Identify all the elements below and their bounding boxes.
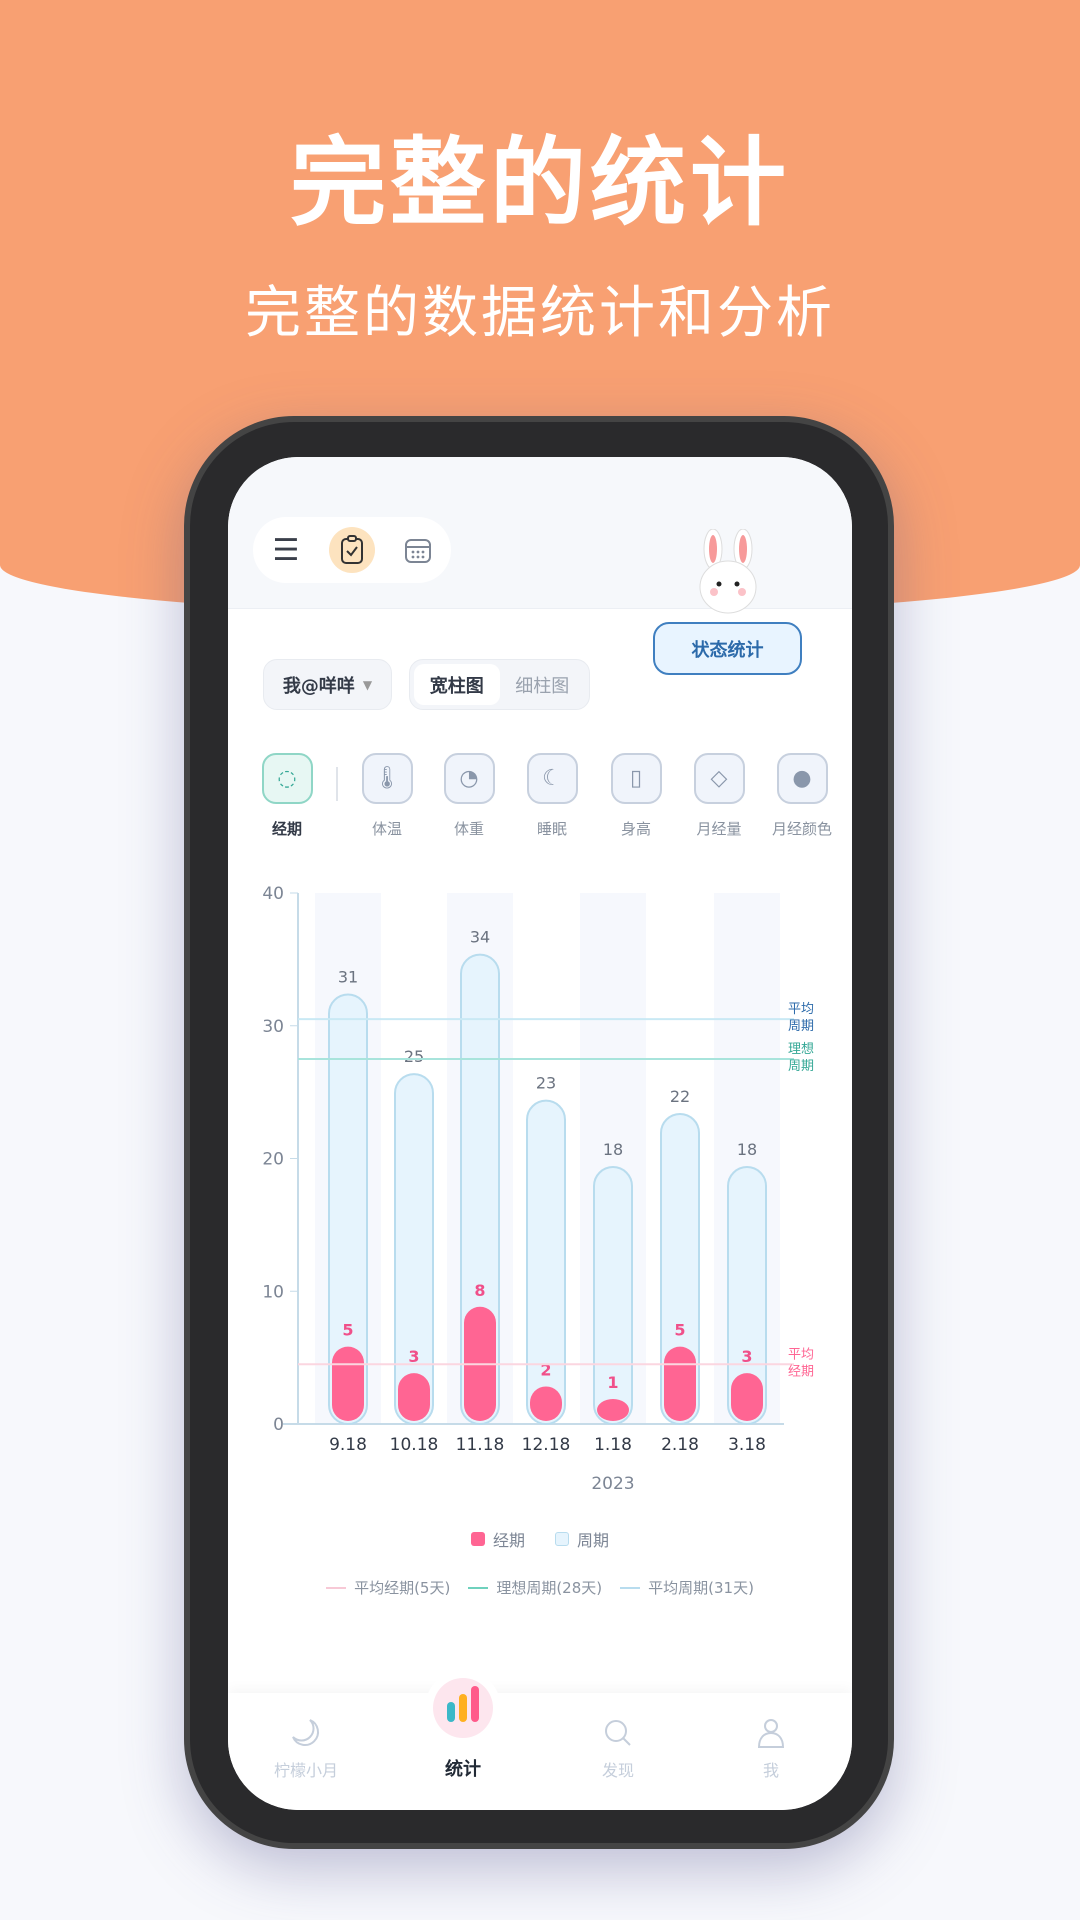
- cycle-value-label: 34: [470, 928, 490, 947]
- reference-line-label: 平均: [788, 1002, 814, 1017]
- period-value-label: 5: [674, 1321, 685, 1340]
- x-tick-label: 10.18: [390, 1435, 439, 1455]
- nav-stats[interactable]: 统计: [445, 1759, 481, 1780]
- legend-item-cycle[interactable]: 周期: [555, 1527, 609, 1551]
- period-bar: [597, 1399, 629, 1421]
- category-tab-4[interactable]: ▯ 身高: [596, 753, 676, 839]
- cycle-bar: [526, 1099, 566, 1426]
- x-axis-label: 2023: [591, 1474, 634, 1494]
- cycle-value-label: 22: [670, 1087, 690, 1106]
- cycle-bar: [394, 1073, 434, 1425]
- period-value-label: 1: [607, 1373, 618, 1392]
- period-drop-icon: ◌: [261, 753, 313, 804]
- chevron-down-icon: ▼: [362, 677, 373, 692]
- clipboard-tab[interactable]: [319, 517, 385, 583]
- status-stats-button[interactable]: 状态统计: [653, 622, 802, 675]
- reference-line-legend: 平均经期(5天) 理想周期(28天) 平均周期(31天): [228, 1577, 852, 1598]
- bunny-mascot: [699, 529, 757, 614]
- category-tab-5[interactable]: ◇ 月经量: [679, 753, 759, 839]
- promo-subtitle: 完整的数据统计和分析: [245, 281, 835, 346]
- x-tick-label: 9.18: [329, 1435, 367, 1455]
- period-bar: [398, 1373, 430, 1421]
- period-bar: [530, 1386, 562, 1421]
- search-icon: [605, 1720, 631, 1746]
- category-tab-3[interactable]: ☾ 睡眠: [512, 753, 592, 839]
- nav-discover[interactable]: 发现: [558, 1717, 678, 1781]
- category-tab-0[interactable]: ◌ 经期: [247, 753, 327, 839]
- y-tick-label: 10: [262, 1282, 284, 1302]
- calendar-icon: [405, 539, 431, 563]
- thermometer-icon: 🌡: [361, 753, 413, 804]
- legend-item-period[interactable]: 经期: [470, 1527, 525, 1551]
- period-value-label: 3: [741, 1347, 752, 1366]
- y-tick-label: 0: [273, 1415, 284, 1435]
- period-value-label: 2: [540, 1360, 551, 1379]
- x-tick-label: 12.18: [522, 1435, 571, 1455]
- user-icon: [757, 1719, 785, 1748]
- x-tick-label: 2.18: [661, 1435, 699, 1455]
- profile-label: 我@咩咩: [282, 675, 355, 697]
- legend-avg-cycle: 平均周期(31天): [620, 1577, 754, 1598]
- view-mode-toggle: 宽柱图 细柱图: [409, 659, 590, 710]
- cycle-value-label: 18: [603, 1140, 623, 1159]
- reference-line-label: 周期: [788, 1059, 814, 1074]
- moon-sleep-icon: ☾: [526, 753, 578, 804]
- drop-filled-icon: ●: [776, 753, 828, 804]
- clipboard-check-icon: [341, 535, 363, 564]
- reference-line-label: 理想: [788, 1041, 814, 1057]
- drop-outline-icon: ◇: [693, 753, 745, 804]
- period-value-label: 5: [342, 1321, 353, 1340]
- category-tab-2[interactable]: ◔ 体重: [429, 753, 509, 839]
- cycle-value-label: 31: [338, 967, 358, 986]
- reference-line-label: 周期: [788, 1019, 814, 1034]
- period-chart: 0102030403159.1825310.1834811.1823212.18…: [262, 884, 814, 1494]
- period-bar: [664, 1346, 696, 1421]
- cycle-bar: [593, 1166, 633, 1425]
- period-value-label: 3: [408, 1347, 419, 1366]
- app-screen: ☰ 状态统计 我@咩咩 ▼ 宽柱图 细柱图 0 10 20 30 40 31 5 9.18 25 3…: [228, 457, 852, 1810]
- profile-dropdown[interactable]: 我@咩咩 ▼: [263, 659, 392, 710]
- legend-avg-period: 平均经期(5天): [326, 1577, 450, 1598]
- reference-line-label: 经期: [788, 1364, 814, 1379]
- x-tick-label: 1.18: [594, 1435, 632, 1455]
- cycle-value-label: 18: [737, 1140, 757, 1159]
- x-tick-label: 11.18: [456, 1435, 505, 1455]
- moon-icon: [292, 1719, 319, 1746]
- legend-ideal-cycle: 理想周期(28天): [468, 1577, 602, 1598]
- y-tick-label: 20: [262, 1150, 284, 1170]
- cycle-bar: [460, 953, 500, 1426]
- category-tab-6[interactable]: ● 月经颜色: [762, 753, 842, 839]
- view-mode-wide[interactable]: 宽柱图: [414, 664, 500, 705]
- category-tab-1[interactable]: 🌡 体温: [347, 753, 427, 839]
- scale-icon: ◔: [443, 753, 495, 804]
- toolbar: ☰: [253, 517, 451, 583]
- cycle-bar: [727, 1166, 767, 1425]
- menu-icon[interactable]: ☰: [272, 532, 300, 568]
- nav-home[interactable]: 柠檬小月: [246, 1717, 366, 1781]
- y-tick-label: 30: [262, 1017, 284, 1037]
- reference-line-label: 平均: [788, 1347, 814, 1362]
- period-bar: [731, 1373, 763, 1421]
- chart-legend: 经期 周期: [228, 1527, 852, 1551]
- promo-title: 完整的统计: [290, 127, 790, 239]
- period-bar: [332, 1346, 364, 1421]
- divider: [336, 767, 338, 801]
- calendar-button[interactable]: [385, 517, 451, 583]
- cycle-bar: [660, 1112, 700, 1425]
- period-value-label: 8: [474, 1281, 485, 1300]
- ruler-icon: ▯: [610, 753, 662, 804]
- bottom-nav: [228, 1693, 852, 1810]
- cycle-value-label: 23: [536, 1074, 556, 1093]
- view-mode-thin[interactable]: 细柱图: [515, 675, 570, 697]
- cycle-bar: [328, 993, 368, 1425]
- cycle-value-label: 25: [404, 1047, 424, 1066]
- x-tick-label: 3.18: [728, 1435, 766, 1455]
- y-tick-label: 40: [262, 884, 284, 904]
- bar-chart-icon[interactable]: [433, 1678, 493, 1738]
- nav-me[interactable]: 我: [711, 1717, 831, 1781]
